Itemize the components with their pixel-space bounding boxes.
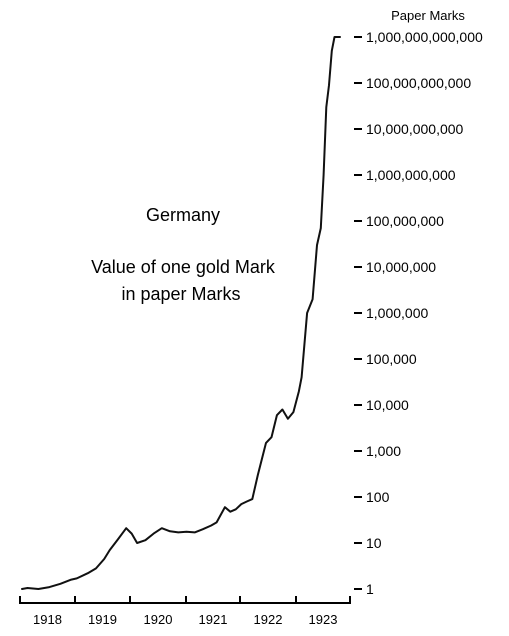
x-tick-label: 1921	[199, 612, 228, 627]
y-tick-label: 100,000,000	[366, 213, 444, 229]
y-axis: 1 10 100 1,000 10,000 100,000 1,000,000 10,000,…	[354, 29, 483, 597]
x-tick-label: 1923	[309, 612, 338, 627]
x-tick-label: 1922	[254, 612, 283, 627]
series-layer	[21, 36, 341, 590]
y-tick-label: 1,000	[366, 443, 401, 459]
x-axis: 1918 1919 1920 1921 1922 1923	[19, 596, 351, 627]
y-tick-label: 10,000,000	[366, 259, 436, 275]
y-tick-label: 100,000,000,000	[366, 75, 471, 91]
y-tick-label: 1,000,000,000,000	[366, 29, 483, 45]
y-tick-label: 100,000	[366, 351, 417, 367]
y-tick-label: 100	[366, 489, 390, 505]
x-tick-label: 1919	[88, 612, 117, 627]
y-tick-label: 10,000	[366, 397, 409, 413]
series-line-0	[21, 36, 341, 590]
chart-title-line-3: in paper Marks	[121, 284, 240, 304]
y-axis-label: Paper Marks	[391, 8, 465, 23]
y-tick-label: 1,000,000	[366, 305, 428, 321]
x-tick-label: 1920	[144, 612, 173, 627]
chart-title-line-2: Value of one gold Mark	[91, 257, 276, 277]
y-tick-label: 1	[366, 581, 374, 597]
y-tick-label: 1,000,000,000	[366, 167, 456, 183]
chart-title-line-1: Germany	[146, 205, 220, 225]
y-tick-label: 10,000,000,000	[366, 121, 464, 137]
y-tick-label: 10	[366, 535, 382, 551]
x-tick-label: 1918	[33, 612, 62, 627]
